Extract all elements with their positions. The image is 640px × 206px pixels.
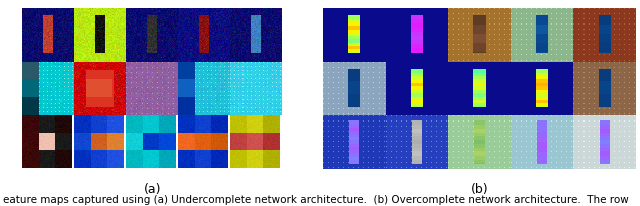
Text: eature maps captured using (a) Undercomplete network architecture.  (b) Overcomp: eature maps captured using (a) Undercomp… <box>3 195 629 205</box>
Text: (b): (b) <box>470 183 488 196</box>
Text: (a): (a) <box>143 183 161 196</box>
